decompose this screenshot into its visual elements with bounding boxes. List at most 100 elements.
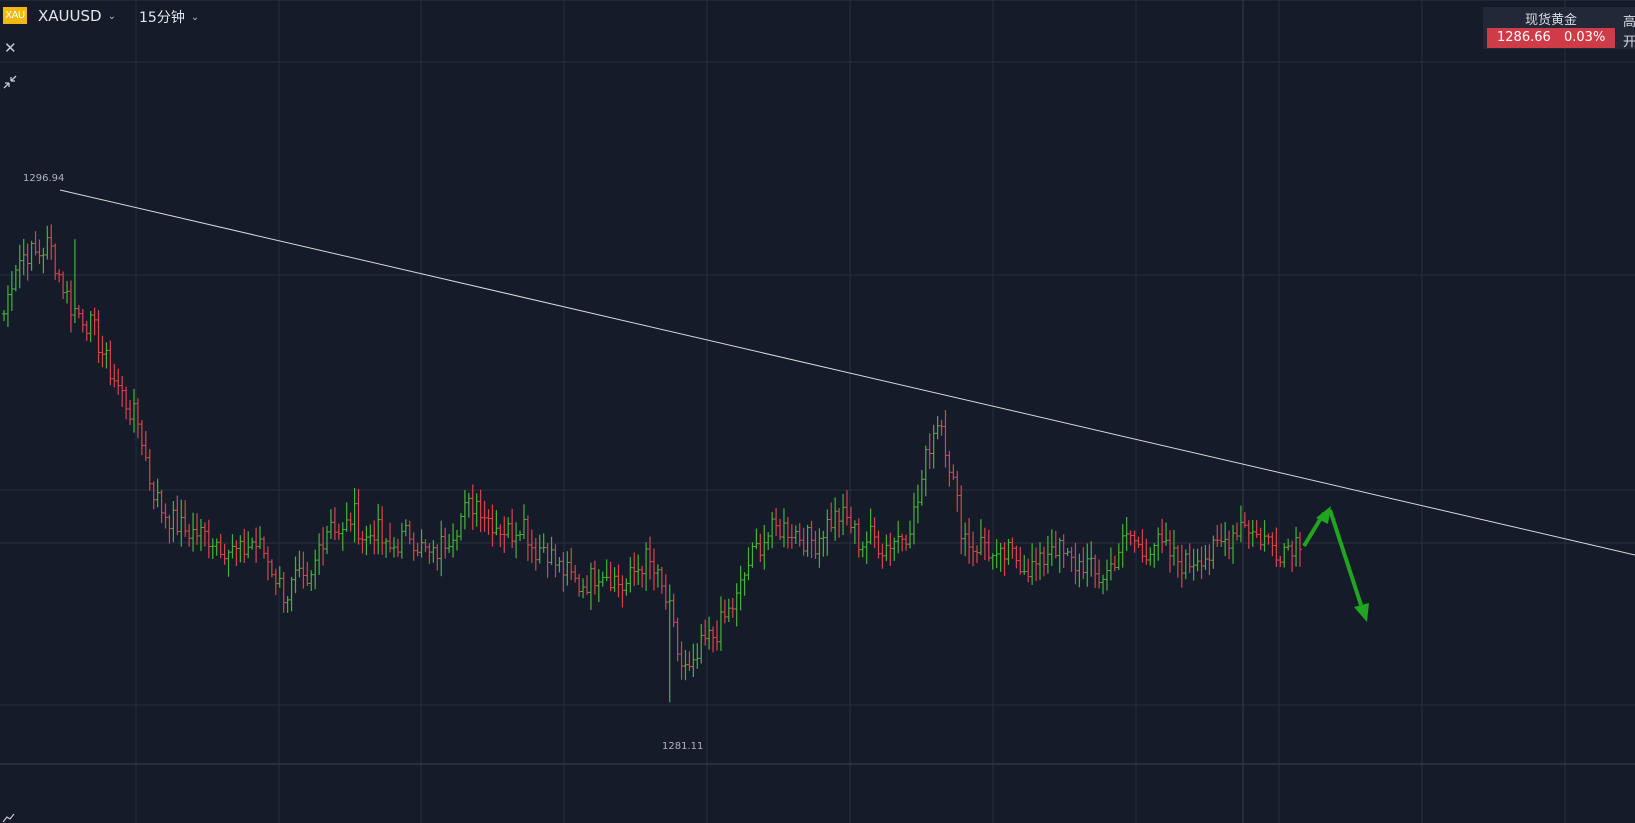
close-icon[interactable]: ✕ (4, 39, 17, 57)
ohlc-bar (120, 375, 125, 407)
ohlc-bar (829, 502, 834, 532)
ohlc-bar (1081, 547, 1086, 580)
ohlc-bar (340, 522, 345, 551)
ohlc-bar (171, 501, 176, 543)
low-price-label: 1281.11 (662, 741, 703, 752)
ohlc-bar (915, 484, 920, 524)
ohlc-bar (884, 534, 889, 562)
ohlc-bar (707, 616, 712, 650)
ohlc-bar (841, 494, 846, 536)
ohlc-bar (856, 518, 861, 558)
ohlc-bar (443, 527, 448, 559)
high-price-label: 1296.94 (23, 173, 64, 184)
ohlc-bar (754, 528, 759, 550)
ohlc-bar (872, 517, 877, 549)
collapse-arrows-icon[interactable] (2, 74, 18, 90)
ohlc-bar (163, 503, 168, 529)
ohlc-bar (1219, 523, 1224, 548)
ohlc-bar (947, 450, 952, 487)
high-label: 高 (1623, 15, 1635, 30)
ohlc-bar (565, 551, 570, 586)
ohlc-bar (967, 518, 972, 564)
ohlc-bar (939, 419, 944, 436)
ohlc-bar (1195, 548, 1200, 572)
ohlc-bar (525, 515, 530, 561)
ohlc-bar (506, 517, 511, 539)
ohlc-bar (206, 519, 211, 559)
ohlc-bar (502, 516, 507, 553)
ohlc-bar (435, 544, 440, 571)
ohlc-bar (88, 311, 93, 343)
ohlc-bar (1298, 532, 1302, 567)
chart-line-icon[interactable] (2, 812, 20, 823)
ohlc-bar (321, 527, 326, 566)
ohlc-bar (1104, 559, 1109, 591)
ohlc-bar (1282, 543, 1287, 568)
ohlc-bar (1290, 540, 1295, 573)
ohlc-bar (37, 239, 42, 264)
ohlc-bar (1278, 555, 1283, 568)
ohlc-bar (143, 430, 148, 462)
ohlc-bar (9, 271, 14, 311)
interval-selector[interactable]: 15分钟 ⌄ (139, 7, 199, 27)
ohlc-bar (285, 596, 290, 613)
ohlc-bar (388, 522, 393, 553)
ohlc-bar (1026, 558, 1031, 583)
ohlc-bar (561, 552, 566, 592)
ohlc-bar (356, 489, 361, 545)
ohlc-bar (261, 536, 266, 559)
ohlc-bar (195, 513, 200, 545)
ohlc-bar (628, 557, 633, 593)
ohlc-bar (61, 271, 66, 300)
price-badge: 1286.66 0.03% (1487, 28, 1615, 48)
ohlc-bar (852, 520, 857, 544)
ohlc-bar (458, 513, 463, 541)
ohlc-bar (549, 536, 554, 565)
ohlc-bar (990, 553, 995, 570)
ohlc-bar (391, 537, 396, 558)
ohlc-bar (1168, 530, 1173, 573)
ohlc-bar (2, 310, 6, 322)
ohlc-bar (675, 617, 680, 662)
ohlc-bar (411, 532, 416, 561)
instrument-name: 现货黄金 (1525, 13, 1578, 28)
ohlc-bar (1038, 542, 1043, 580)
symbol-badge: XAU (3, 7, 27, 24)
ohlc-bar (1231, 524, 1236, 564)
ohlc-bar (202, 522, 207, 547)
quote-panel[interactable]: 现货黄金 1286.66 0.03% (1483, 7, 1635, 49)
ohlc-bar (1254, 520, 1259, 538)
ohlc-bar (746, 547, 751, 581)
ohlc-bar (155, 478, 160, 508)
ohlc-bar (545, 543, 550, 578)
ohlc-bar (344, 502, 349, 532)
ohlc-bar (718, 596, 723, 651)
ohlc-bar (703, 619, 708, 646)
ohlc-bar (904, 534, 909, 551)
ohlc-bar (124, 386, 129, 420)
ohlc-bar (529, 529, 534, 564)
ohlc-bar (695, 643, 700, 669)
ohlc-bar (1258, 527, 1263, 551)
ohlc-bar (474, 493, 479, 527)
interval-label: 15分钟 (139, 10, 185, 26)
ohlc-bar (45, 225, 50, 260)
ohlc-bar (537, 534, 542, 564)
ohlc-bar (1097, 559, 1102, 589)
ohlc-bar (482, 500, 487, 532)
trendline[interactable] (59, 189, 1635, 556)
ohlc-bar (372, 520, 377, 555)
symbol-selector[interactable]: XAUUSD ⌄ (38, 7, 116, 25)
ohlc-bar (951, 464, 956, 480)
ohlc-bar (179, 499, 184, 547)
ohlc-bar (1215, 525, 1220, 548)
ohlc-bar (1108, 547, 1113, 581)
ohlc-bar (57, 269, 62, 283)
ohlc-bar (246, 531, 251, 559)
up-arrow (1302, 506, 1331, 548)
ohlc-bar (376, 503, 381, 555)
ohlc-bar (1120, 524, 1125, 568)
ohlc-bar (1077, 553, 1082, 588)
ohlc-bar (671, 593, 676, 628)
